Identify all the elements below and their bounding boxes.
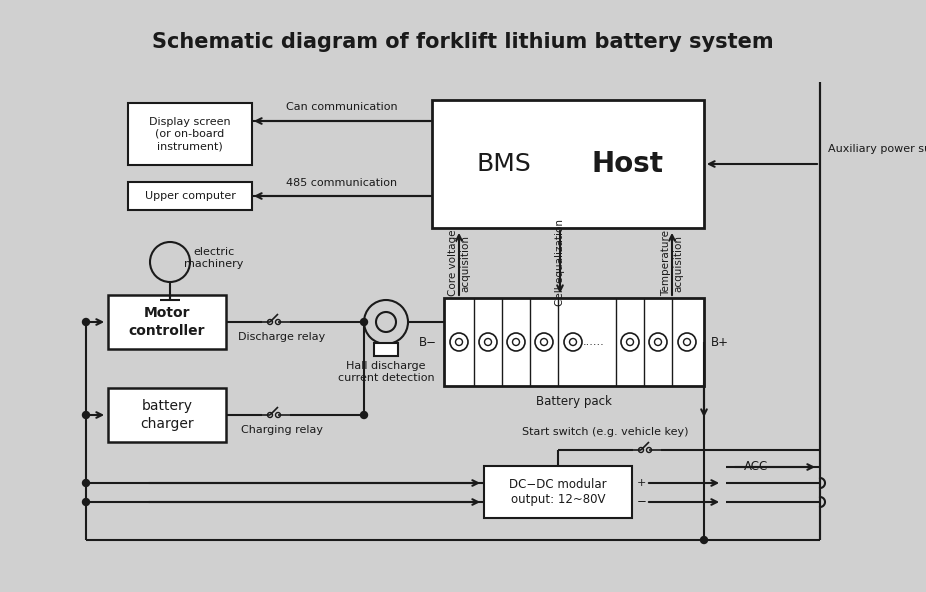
Bar [444,298,704,386]
Text: Display screen
(or on-board
instrument): Display screen (or on-board instrument) [149,117,231,152]
Circle shape [360,411,368,419]
Text: Schematic diagram of forklift lithium battery system: Schematic diagram of forklift lithium ba… [152,32,774,52]
Text: Charging relay: Charging relay [241,425,323,435]
Bar [374,343,398,356]
Text: ACC: ACC [744,461,769,474]
Text: 485 communication: 485 communication [286,178,397,188]
Text: Discharge relay: Discharge relay [238,332,326,342]
Circle shape [82,411,90,419]
Text: DC−DC modular
output: 12~80V: DC−DC modular output: 12~80V [509,478,607,507]
Text: Host: Host [591,150,663,178]
Text: Cell equalization: Cell equalization [555,220,565,307]
Text: ......: ...... [583,337,605,347]
Text: Motor
controller: Motor controller [129,306,206,337]
Text: B−: B− [419,336,437,349]
Text: +: + [637,478,646,488]
Circle shape [700,536,707,543]
Text: −: − [637,496,647,509]
Text: Hall discharge
current detection: Hall discharge current detection [338,361,434,383]
Bar [432,100,704,228]
Text: electric
machinery: electric machinery [184,247,244,269]
Bar [484,466,632,518]
Text: Start switch (e.g. vehicle key): Start switch (e.g. vehicle key) [521,427,688,437]
Text: battery
charger: battery charger [140,400,194,430]
Circle shape [82,498,90,506]
Text: B+: B+ [711,336,729,349]
Bar [128,182,252,210]
Circle shape [82,318,90,326]
Text: Can communication: Can communication [286,102,398,112]
Text: Battery pack: Battery pack [536,395,612,408]
Bar [108,295,226,349]
Text: BMS: BMS [477,152,532,176]
Circle shape [360,318,368,326]
Text: Upper computer: Upper computer [144,191,235,201]
Circle shape [82,480,90,487]
Bar [128,103,252,165]
Text: Temperature
acquisition: Temperature acquisition [661,230,683,296]
Text: Core voltage
acquisition: Core voltage acquisition [448,230,470,296]
Text: Auxiliary power supply: Auxiliary power supply [828,144,926,154]
Bar [108,388,226,442]
